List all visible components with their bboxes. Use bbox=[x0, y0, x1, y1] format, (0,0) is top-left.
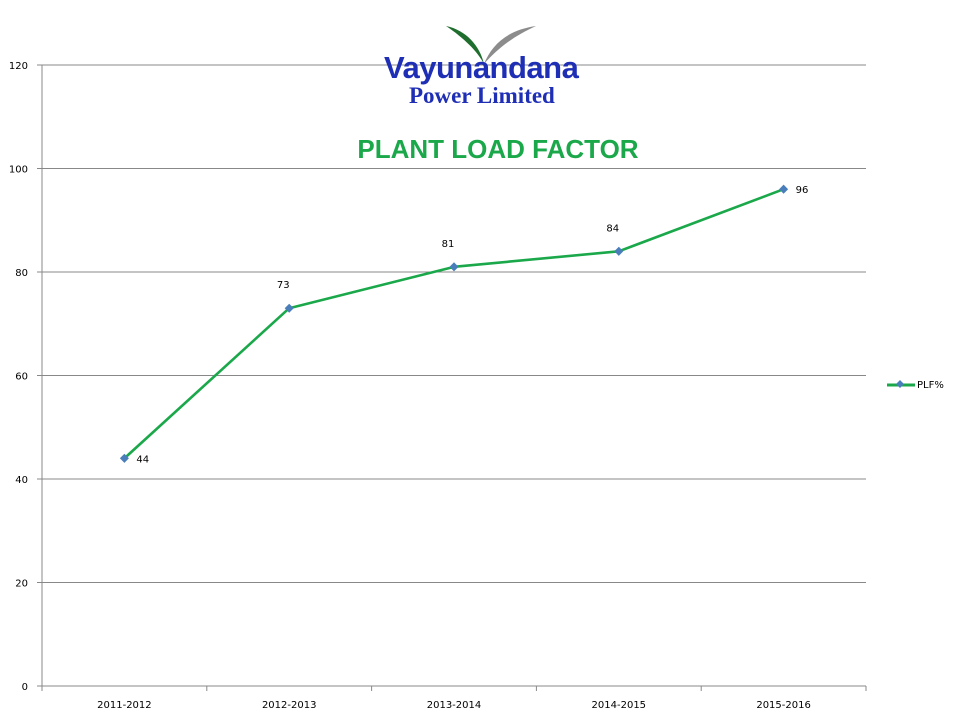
logo-subtitle: Power Limited bbox=[409, 83, 555, 108]
legend-swatch bbox=[887, 380, 915, 388]
axes: 0 20 40 60 80 100 120 2011-2012 2012-2013 2013-20… bbox=[9, 61, 867, 711]
y-tick-label: 100 bbox=[9, 165, 28, 176]
data-label: 96 bbox=[796, 185, 809, 196]
legend: PLF% bbox=[886, 376, 944, 394]
data-labels: 44 73 81 84 96 bbox=[136, 185, 808, 465]
y-tick-label: 120 bbox=[9, 61, 28, 72]
x-tick-label: 2012-2013 bbox=[262, 700, 317, 711]
logo-name: Vayunandana bbox=[384, 50, 579, 85]
x-tick-label: 2013-2014 bbox=[427, 700, 482, 711]
y-tick-label: 0 bbox=[22, 682, 28, 693]
data-label: 84 bbox=[606, 223, 619, 234]
data-point bbox=[614, 246, 624, 256]
data-point bbox=[119, 453, 129, 463]
data-label: 73 bbox=[277, 280, 290, 291]
gridlines bbox=[42, 64, 866, 583]
y-tick-label: 60 bbox=[15, 372, 28, 383]
data-point bbox=[449, 262, 459, 272]
x-tick-label: 2015-2016 bbox=[756, 700, 811, 711]
legend-label: PLF% bbox=[917, 379, 944, 391]
y-tick-label: 20 bbox=[15, 579, 28, 590]
data-label: 44 bbox=[136, 454, 149, 465]
y-tick-label: 40 bbox=[15, 475, 28, 486]
chart-title: PLANT LOAD FACTOR bbox=[357, 134, 639, 164]
data-point bbox=[779, 184, 789, 194]
x-tick-label: 2014-2015 bbox=[592, 700, 647, 711]
series-plf bbox=[119, 184, 789, 463]
company-logo: Vayunandana Power Limited bbox=[380, 24, 620, 112]
data-label: 81 bbox=[442, 239, 455, 250]
y-tick-label: 80 bbox=[15, 268, 28, 279]
x-tick-label: 2011-2012 bbox=[97, 700, 152, 711]
series-line bbox=[123, 187, 785, 460]
